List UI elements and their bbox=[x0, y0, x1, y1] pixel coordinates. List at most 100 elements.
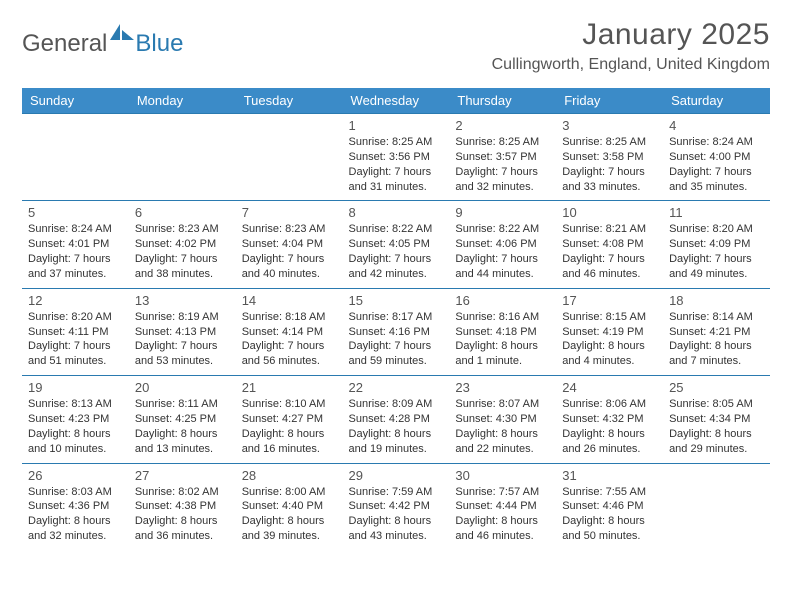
day-details: Sunrise: 8:25 AM Sunset: 3:57 PM Dayligh… bbox=[455, 135, 550, 194]
day-number: 8 bbox=[349, 205, 444, 220]
page-title: January 2025 bbox=[492, 18, 770, 52]
day-details: Sunrise: 8:13 AM Sunset: 4:23 PM Dayligh… bbox=[28, 397, 123, 456]
calendar-body: 1Sunrise: 8:25 AM Sunset: 3:56 PM Daylig… bbox=[22, 114, 770, 550]
day-number: 31 bbox=[562, 468, 657, 483]
calendar-cell: 25 Sunrise: 8:05 AM Sunset: 4:34 PM Dayli… bbox=[663, 376, 770, 463]
calendar-cell: 15 Sunrise: 8:17 AM Sunset: 4:16 PM Dayli… bbox=[343, 288, 450, 375]
calendar-cell: 9Sunrise: 8:22 AM Sunset: 4:06 PM Daylig… bbox=[449, 201, 556, 288]
day-number: 29 bbox=[349, 468, 444, 483]
calendar-row: 5 Sunrise: 8:24 AM Sunset: 4:01 PM Daylig… bbox=[22, 201, 770, 288]
day-details: Sunrise: 8:23 AM Sunset: 4:04 PM Dayligh… bbox=[242, 222, 337, 281]
day-details: Sunrise: 8:09 AM Sunset: 4:28 PM Dayligh… bbox=[349, 397, 444, 456]
day-number: 6 bbox=[135, 205, 230, 220]
day-details: Sunrise: 8:20 AM Sunset: 4:11 PM Dayligh… bbox=[28, 310, 123, 369]
day-number: 25 bbox=[669, 380, 764, 395]
header: General Blue January 2025 Cullingworth, … bbox=[22, 18, 770, 74]
day-number: 27 bbox=[135, 468, 230, 483]
calendar-cell: 24 Sunrise: 8:06 AM Sunset: 4:32 PM Dayli… bbox=[556, 376, 663, 463]
calendar-cell: 20Sunrise: 8:11 AM Sunset: 4:25 PM Dayli… bbox=[129, 376, 236, 463]
calendar-table: Sunday Monday Tuesday Wednesday Thursday… bbox=[22, 88, 770, 550]
day-number: 26 bbox=[28, 468, 123, 483]
calendar-row: 12 Sunrise: 8:20 AM Sunset: 4:11 PM Dayli… bbox=[22, 288, 770, 375]
col-header: Sunday bbox=[22, 88, 129, 114]
calendar-cell: 17Sunrise: 8:15 AM Sunset: 4:19 PM Dayli… bbox=[556, 288, 663, 375]
calendar-cell: 28Sunrise: 8:00 AM Sunset: 4:40 PM Dayli… bbox=[236, 463, 343, 550]
day-number: 10 bbox=[562, 205, 657, 220]
calendar-cell: 13Sunrise: 8:19 AM Sunset: 4:13 PM Dayli… bbox=[129, 288, 236, 375]
calendar-cell: 6 Sunrise: 8:23 AM Sunset: 4:02 PM Daylig… bbox=[129, 201, 236, 288]
day-number: 9 bbox=[455, 205, 550, 220]
day-details: Sunrise: 8:07 AM Sunset: 4:30 PM Dayligh… bbox=[455, 397, 550, 456]
day-number: 16 bbox=[455, 293, 550, 308]
col-header: Friday bbox=[556, 88, 663, 114]
day-details: Sunrise: 8:06 AM Sunset: 4:32 PM Dayligh… bbox=[562, 397, 657, 456]
calendar-cell: 30 Sunrise: 7:57 AM Sunset: 4:44 PM Dayli… bbox=[449, 463, 556, 550]
day-number: 12 bbox=[28, 293, 123, 308]
title-block: January 2025 Cullingworth, England, Unit… bbox=[492, 18, 770, 74]
calendar-cell: 3 Sunrise: 8:25 AM Sunset: 3:58 PM Daylig… bbox=[556, 114, 663, 201]
day-number: 7 bbox=[242, 205, 337, 220]
col-header: Saturday bbox=[663, 88, 770, 114]
day-details: Sunrise: 8:25 AM Sunset: 3:58 PM Dayligh… bbox=[562, 135, 657, 194]
day-number: 18 bbox=[669, 293, 764, 308]
day-details: Sunrise: 8:10 AM Sunset: 4:27 PM Dayligh… bbox=[242, 397, 337, 456]
calendar-cell bbox=[236, 114, 343, 201]
calendar-cell: 22Sunrise: 8:09 AM Sunset: 4:28 PM Dayli… bbox=[343, 376, 450, 463]
day-details: Sunrise: 8:18 AM Sunset: 4:14 PM Dayligh… bbox=[242, 310, 337, 369]
col-header: Thursday bbox=[449, 88, 556, 114]
day-details: Sunrise: 8:02 AM Sunset: 4:38 PM Dayligh… bbox=[135, 485, 230, 544]
day-details: Sunrise: 8:17 AM Sunset: 4:16 PM Dayligh… bbox=[349, 310, 444, 369]
day-number: 15 bbox=[349, 293, 444, 308]
day-number: 23 bbox=[455, 380, 550, 395]
calendar-cell: 29 Sunrise: 7:59 AM Sunset: 4:42 PM Dayli… bbox=[343, 463, 450, 550]
calendar-cell: 5 Sunrise: 8:24 AM Sunset: 4:01 PM Daylig… bbox=[22, 201, 129, 288]
day-details: Sunrise: 8:24 AM Sunset: 4:00 PM Dayligh… bbox=[669, 135, 764, 194]
calendar-cell: 14 Sunrise: 8:18 AM Sunset: 4:14 PM Dayli… bbox=[236, 288, 343, 375]
calendar-cell: 11Sunrise: 8:20 AM Sunset: 4:09 PM Dayli… bbox=[663, 201, 770, 288]
day-details: Sunrise: 8:25 AM Sunset: 3:56 PM Dayligh… bbox=[349, 135, 444, 194]
day-number: 28 bbox=[242, 468, 337, 483]
calendar-cell: 19 Sunrise: 8:13 AM Sunset: 4:23 PM Dayli… bbox=[22, 376, 129, 463]
day-details: Sunrise: 8:14 AM Sunset: 4:21 PM Dayligh… bbox=[669, 310, 764, 369]
day-number: 4 bbox=[669, 118, 764, 133]
day-number: 24 bbox=[562, 380, 657, 395]
day-details: Sunrise: 8:05 AM Sunset: 4:34 PM Dayligh… bbox=[669, 397, 764, 456]
day-details: Sunrise: 7:55 AM Sunset: 4:46 PM Dayligh… bbox=[562, 485, 657, 544]
day-number: 14 bbox=[242, 293, 337, 308]
calendar-cell: 18 Sunrise: 8:14 AM Sunset: 4:21 PM Dayli… bbox=[663, 288, 770, 375]
day-number: 3 bbox=[562, 118, 657, 133]
calendar-cell: 7 Sunrise: 8:23 AM Sunset: 4:04 PM Daylig… bbox=[236, 201, 343, 288]
calendar-cell: 31 Sunrise: 7:55 AM Sunset: 4:46 PM Dayli… bbox=[556, 463, 663, 550]
day-number: 2 bbox=[455, 118, 550, 133]
day-details: Sunrise: 7:57 AM Sunset: 4:44 PM Dayligh… bbox=[455, 485, 550, 544]
day-number: 5 bbox=[28, 205, 123, 220]
calendar-cell: 12 Sunrise: 8:20 AM Sunset: 4:11 PM Dayli… bbox=[22, 288, 129, 375]
calendar-cell: 26Sunrise: 8:03 AM Sunset: 4:36 PM Dayli… bbox=[22, 463, 129, 550]
col-header: Tuesday bbox=[236, 88, 343, 114]
location-subtitle: Cullingworth, England, United Kingdom bbox=[492, 56, 770, 74]
calendar-cell: 10 Sunrise: 8:21 AM Sunset: 4:08 PM Dayli… bbox=[556, 201, 663, 288]
calendar-cell: 1Sunrise: 8:25 AM Sunset: 3:56 PM Daylig… bbox=[343, 114, 450, 201]
day-details: Sunrise: 7:59 AM Sunset: 4:42 PM Dayligh… bbox=[349, 485, 444, 544]
day-number: 21 bbox=[242, 380, 337, 395]
day-number: 11 bbox=[669, 205, 764, 220]
day-number: 19 bbox=[28, 380, 123, 395]
day-details: Sunrise: 8:21 AM Sunset: 4:08 PM Dayligh… bbox=[562, 222, 657, 281]
logo: General Blue bbox=[22, 18, 183, 58]
day-details: Sunrise: 8:24 AM Sunset: 4:01 PM Dayligh… bbox=[28, 222, 123, 281]
day-number: 30 bbox=[455, 468, 550, 483]
calendar-cell bbox=[663, 463, 770, 550]
calendar-cell bbox=[129, 114, 236, 201]
col-header: Wednesday bbox=[343, 88, 450, 114]
calendar-cell bbox=[22, 114, 129, 201]
calendar-cell: 23 Sunrise: 8:07 AM Sunset: 4:30 PM Dayli… bbox=[449, 376, 556, 463]
calendar-cell: 2 Sunrise: 8:25 AM Sunset: 3:57 PM Daylig… bbox=[449, 114, 556, 201]
calendar-cell: 16Sunrise: 8:16 AM Sunset: 4:18 PM Dayli… bbox=[449, 288, 556, 375]
calendar-cell: 8Sunrise: 8:22 AM Sunset: 4:05 PM Daylig… bbox=[343, 201, 450, 288]
day-details: Sunrise: 8:15 AM Sunset: 4:19 PM Dayligh… bbox=[562, 310, 657, 369]
calendar-cell: 21 Sunrise: 8:10 AM Sunset: 4:27 PM Dayli… bbox=[236, 376, 343, 463]
logo-text-part2: Blue bbox=[135, 30, 183, 58]
calendar-row: 26Sunrise: 8:03 AM Sunset: 4:36 PM Dayli… bbox=[22, 463, 770, 550]
day-details: Sunrise: 8:23 AM Sunset: 4:02 PM Dayligh… bbox=[135, 222, 230, 281]
calendar-row: 19 Sunrise: 8:13 AM Sunset: 4:23 PM Dayli… bbox=[22, 376, 770, 463]
